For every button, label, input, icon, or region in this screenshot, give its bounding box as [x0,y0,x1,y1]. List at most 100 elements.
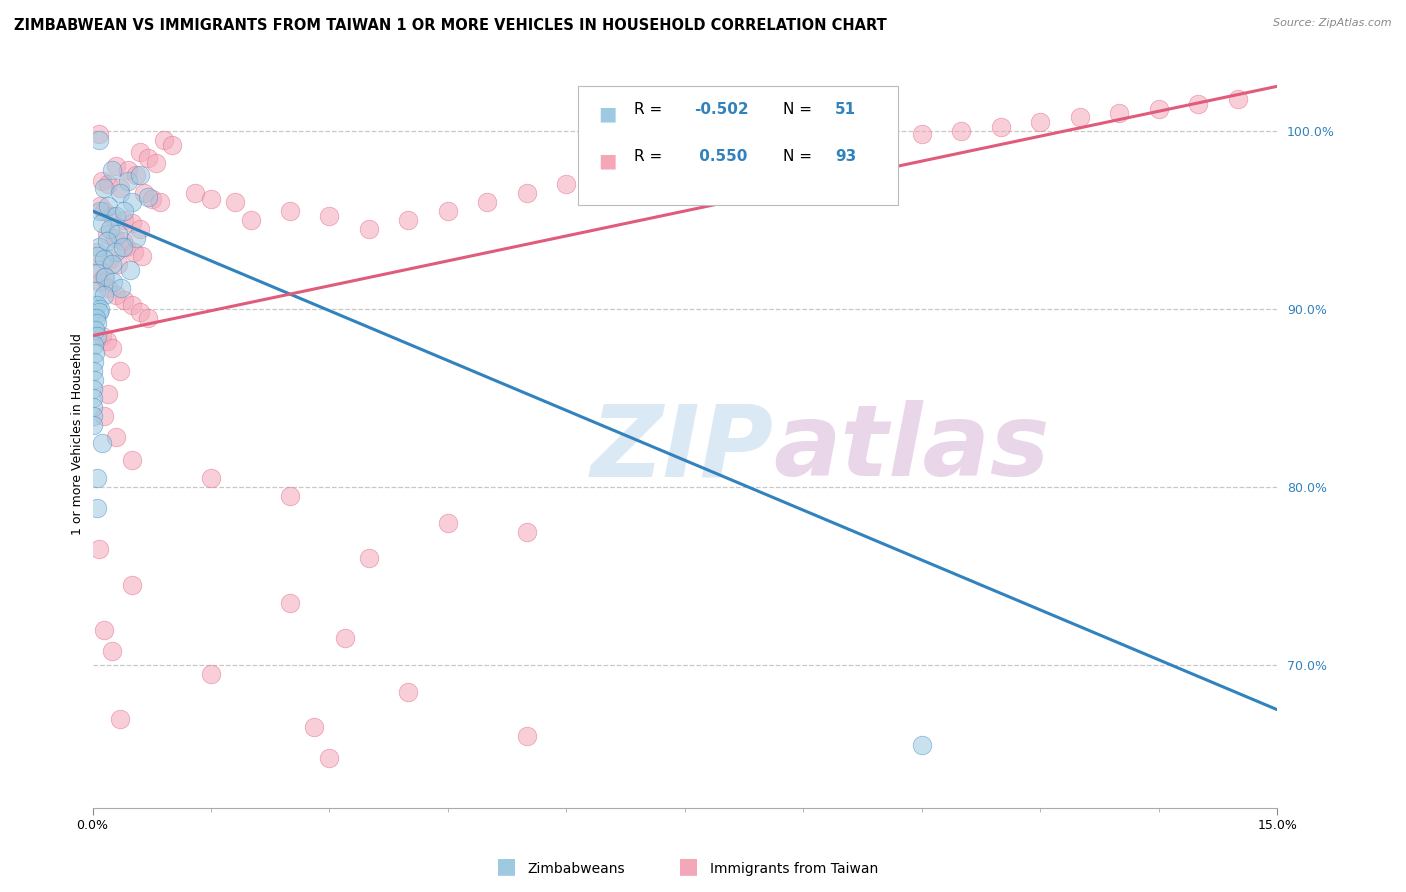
Point [97,280,120,294]
Point [86,266,108,280]
Point [112,293,135,307]
Point [91,435,114,450]
Point [516,524,538,539]
Point [96,334,118,348]
Point [93,252,115,266]
Point [87,239,110,253]
Point [93,623,115,637]
Y-axis label: 1 or more Vehicles in Household: 1 or more Vehicles in Household [72,333,84,534]
Point [129,305,152,319]
Point [200,192,222,206]
Point [184,186,207,201]
Point [278,204,301,219]
Point [318,210,340,224]
Point [278,489,301,503]
Point [93,287,115,301]
Text: ZIMBABWEAN VS IMMIGRANTS FROM TAIWAN 1 OR MORE VEHICLES IN HOUSEHOLD CORRELATION: ZIMBABWEAN VS IMMIGRANTS FROM TAIWAN 1 O… [14,18,887,33]
Point [136,190,159,204]
FancyBboxPatch shape [578,86,898,205]
Point [110,712,132,726]
Point [129,221,152,235]
Point [84,346,107,360]
Point [83,355,105,369]
Point [86,248,108,262]
Point [152,133,174,147]
Point [101,644,124,658]
Text: ■: ■ [679,856,699,876]
Point [121,195,143,210]
Text: Source: ZipAtlas.com: Source: ZipAtlas.com [1274,18,1392,28]
Point [86,471,108,485]
Point [911,738,934,752]
Point [120,262,142,277]
Text: Immigrants from Taiwan: Immigrants from Taiwan [710,862,879,876]
Point [101,210,124,224]
Point [97,178,120,192]
Point [831,138,853,153]
Point [87,128,110,142]
Text: R =: R = [634,149,666,164]
Point [950,124,973,138]
Point [1069,110,1091,124]
Text: N =: N = [783,149,817,164]
Point [477,195,499,210]
Point [516,730,538,744]
Point [96,234,118,248]
Point [82,391,104,405]
Point [125,169,148,183]
Point [1226,92,1249,106]
Point [278,596,301,610]
Point [111,239,134,253]
Point [89,199,111,213]
Point [437,516,460,530]
Point [96,227,118,241]
Point [302,721,325,735]
Point [104,244,127,259]
Point [91,328,114,343]
Point [97,199,120,213]
Point [200,667,222,681]
Point [114,239,136,253]
Point [84,310,107,325]
Point [121,298,143,312]
Point [110,280,132,294]
Point [87,542,110,557]
Text: Zimbabweans: Zimbabweans [527,862,624,876]
Text: ZIP: ZIP [591,400,773,497]
Point [160,138,183,153]
Point [634,169,657,183]
Point [83,373,105,387]
Point [239,213,262,227]
Point [82,409,104,423]
Point [89,301,111,316]
Point [132,186,155,201]
Point [200,471,222,485]
Point [105,430,128,444]
Point [125,230,148,244]
Text: atlas: atlas [773,400,1050,497]
Text: ■: ■ [496,856,516,876]
Point [121,217,143,231]
Point [94,269,117,284]
Point [555,178,578,192]
Point [105,287,128,301]
Point [398,213,420,227]
Point [86,316,108,330]
Point [129,169,152,183]
Point [110,364,132,378]
Point [98,221,121,235]
Point [752,151,775,165]
Point [1187,97,1209,112]
Point [121,453,143,467]
Point [89,275,111,289]
Point [107,227,129,241]
Point [129,145,152,160]
Point [84,323,107,337]
Point [86,244,108,259]
Point [141,192,163,206]
Text: 93: 93 [835,149,856,164]
Point [516,186,538,201]
Point [89,204,111,219]
Text: R =: R = [634,103,666,117]
Point [792,142,814,156]
